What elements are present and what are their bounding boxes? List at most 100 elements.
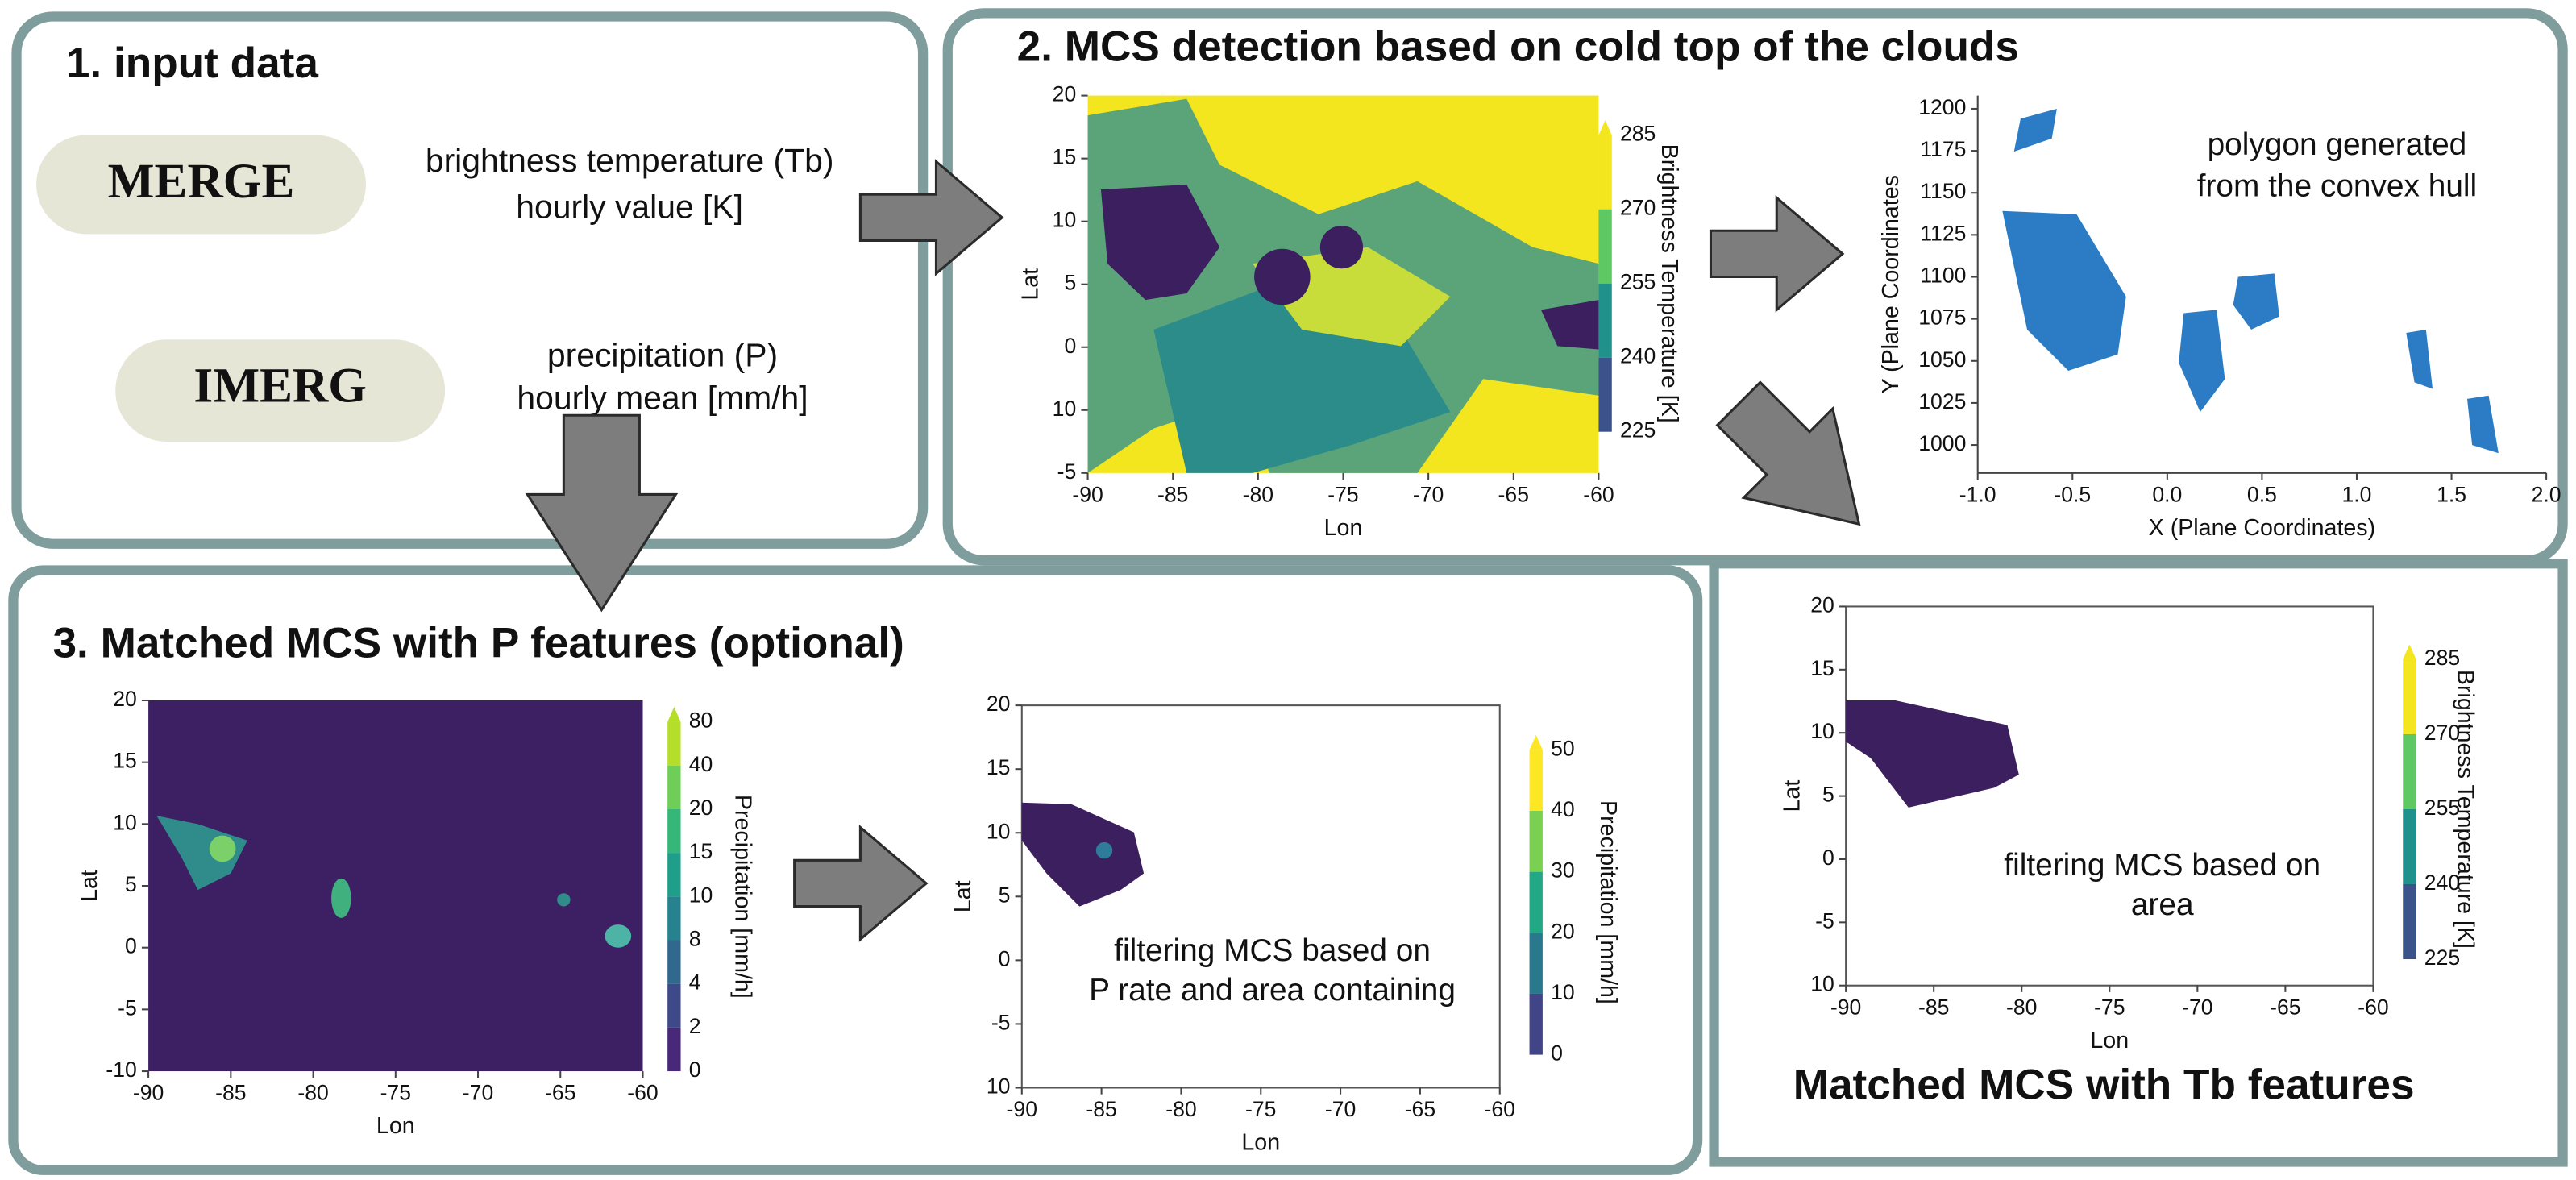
y-tick-label: 1200 <box>1918 95 1966 119</box>
y-tick-label: -10 <box>106 1057 136 1082</box>
y-axis-label: Lat <box>77 870 102 902</box>
y-tick-label: 0 <box>1822 846 1834 870</box>
colorbar-tick-label: 0 <box>1551 1041 1563 1066</box>
colorbar-label: Precipitation [mm/h] <box>1595 800 1621 1004</box>
x-tick-label: -85 <box>215 1081 246 1105</box>
colorbar-cap <box>2403 644 2416 659</box>
x-tick-label: 0.5 <box>2247 482 2277 506</box>
annotation: from the convex hull <box>2197 168 2477 203</box>
polygon <box>2466 395 2499 454</box>
colorbar-segment <box>1598 135 1612 210</box>
polygon <box>2233 273 2279 330</box>
x-tick-label: -85 <box>1157 482 1188 506</box>
colorbar-segment <box>1529 871 1543 933</box>
source-desc: brightness temperature (Tb) <box>426 142 834 179</box>
colorbar-tick-label: 0 <box>689 1057 701 1082</box>
panel-title: Matched MCS with Tb features <box>1793 1062 2415 1109</box>
colorbar-tick-label: 240 <box>2424 870 2460 895</box>
y-tick-label: 10 <box>113 810 137 834</box>
x-tick-label: -70 <box>463 1081 493 1105</box>
x-tick-label: -60 <box>627 1081 658 1105</box>
cloud-blob <box>1021 802 1145 907</box>
x-tick-label: -60 <box>1583 482 1614 506</box>
tb-map <box>1087 95 1599 473</box>
rain-blob <box>209 835 236 862</box>
y-tick-label: 5 <box>999 883 1011 907</box>
cloud-blob <box>1100 185 1220 301</box>
colorbar-tick-label: 50 <box>1551 736 1575 760</box>
arrow <box>793 825 929 942</box>
panel-frame <box>1709 559 2568 1167</box>
x-tick-label: -80 <box>1243 482 1273 506</box>
annotation: P rate and area containing <box>1089 973 1456 1008</box>
y-axis-label: Y (Plane Coordinates <box>1878 175 1904 393</box>
hull-plot <box>2002 108 2499 454</box>
x-axis-label: X (Plane Coordinates) <box>2149 515 2375 541</box>
x-axis-label: Lon <box>2090 1028 2129 1053</box>
x-tick-label: -90 <box>1007 1097 1037 1121</box>
colorbar-label: Precipitation [mm/h] <box>730 795 756 999</box>
x-tick-label: -60 <box>2358 995 2388 1019</box>
y-tick-label: -5 <box>1057 459 1077 484</box>
y-tick-label: 1150 <box>1920 179 1966 203</box>
x-tick-label: -85 <box>1918 995 1949 1019</box>
colorbar-label: Brightness Temperature [K] <box>2452 670 2478 949</box>
source-pill <box>115 339 446 442</box>
x-tick-label: -65 <box>1405 1097 1435 1121</box>
colorbar-tick-label: 20 <box>1551 919 1575 943</box>
y-tick-label: 20 <box>1053 82 1077 106</box>
cloud-blob <box>1540 300 1599 350</box>
x-tick-label: 2.0 <box>2532 482 2561 506</box>
colorbar-segment <box>1529 750 1543 811</box>
source-desc: hourly value [K] <box>516 188 743 225</box>
rain-blob <box>156 816 247 891</box>
y-tick-label: 1125 <box>1920 221 1966 245</box>
panel-title: 1. input data <box>66 39 318 87</box>
arrow <box>858 159 1004 276</box>
colorbar-segment <box>1529 933 1543 994</box>
source-desc: precipitation (P) <box>547 336 778 373</box>
colorbar-segment <box>1598 283 1612 358</box>
y-tick-label: 5 <box>1064 271 1076 295</box>
y-tick-label: 15 <box>1810 656 1834 680</box>
y-tick-label: 1075 <box>1918 305 1966 330</box>
y-tick-label: 15 <box>1053 145 1077 169</box>
colorbar-tick-label: 40 <box>1551 797 1575 821</box>
source-label: MERGE <box>108 154 295 209</box>
annotation: polygon generated <box>2208 127 2467 162</box>
y-tick-label: 5 <box>125 872 137 896</box>
x-tick-label: -75 <box>1245 1097 1276 1121</box>
cloud-blob <box>1319 226 1364 269</box>
source-pill <box>36 135 366 235</box>
y-tick-label: 20 <box>987 692 1011 716</box>
colorbar-segment <box>667 808 681 854</box>
y-tick-label: 1025 <box>1918 389 1966 413</box>
y-tick-label: 20 <box>1810 592 1834 617</box>
x-tick-label: -80 <box>1165 1097 1196 1121</box>
polygon <box>2406 329 2433 389</box>
colorbar-cap <box>1598 120 1612 135</box>
y-tick-label: 0 <box>125 934 137 958</box>
annotation: area <box>2131 887 2194 922</box>
y-tick-label: -5 <box>991 1010 1011 1034</box>
panel-frame <box>11 11 929 549</box>
x-tick-label: -75 <box>2094 995 2125 1019</box>
colorbar-tick-label: 285 <box>1620 122 1656 146</box>
x-tick-label: -75 <box>380 1081 411 1105</box>
colorbar-cap <box>667 707 681 722</box>
y-axis-label: Lat <box>1018 268 1044 301</box>
x-tick-label: -80 <box>297 1081 328 1105</box>
colorbar-segment <box>2403 733 2416 809</box>
x-tick-label: -60 <box>1485 1097 1515 1121</box>
colorbar-segment <box>1529 993 1543 1055</box>
colorbar-tick-label: 255 <box>2424 796 2460 820</box>
colorbar-tick-label: 225 <box>1620 418 1656 442</box>
x-tick-label: -65 <box>2270 995 2300 1019</box>
cloud-blob <box>1846 700 2019 808</box>
y-tick-label: 10 <box>987 1074 1011 1099</box>
x-tick-label: -85 <box>1086 1097 1116 1121</box>
colorbar-segment <box>667 940 681 984</box>
y-tick-label: 10 <box>1810 972 1834 996</box>
cloud-blob <box>1254 248 1311 305</box>
x-tick-label: -70 <box>2182 995 2212 1019</box>
